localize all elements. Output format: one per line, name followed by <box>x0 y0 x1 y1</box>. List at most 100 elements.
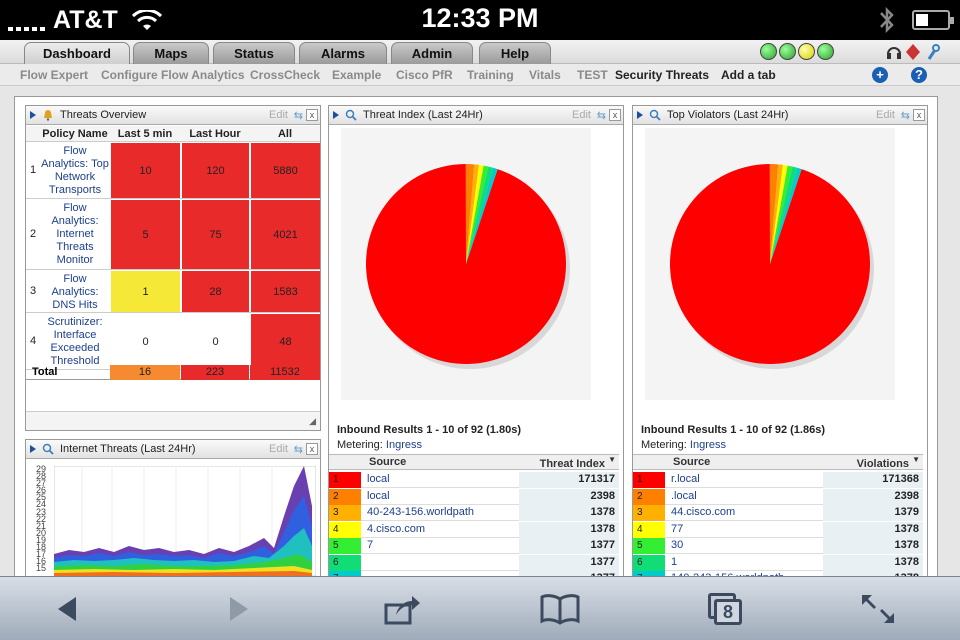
cell-last-5-min[interactable]: 1 <box>110 271 180 312</box>
pie-slice[interactable] <box>770 165 793 264</box>
pie-slice[interactable] <box>366 164 566 364</box>
sort-arrow-icon[interactable]: ▼ <box>912 455 920 464</box>
collapse-icon[interactable] <box>30 111 36 119</box>
subtab-training[interactable]: Training <box>467 68 514 82</box>
refresh-icon[interactable]: ⇆ <box>596 110 606 122</box>
table-row[interactable]: 1 Flow Analytics: Top Network Transports 1… <box>26 143 320 199</box>
source-link[interactable]: 1 <box>671 555 678 568</box>
headset-icon[interactable] <box>886 44 902 60</box>
edit-link[interactable]: Edit <box>269 109 288 121</box>
tab-alarms[interactable]: Alarms <box>299 42 387 64</box>
source-link[interactable]: local <box>367 489 390 502</box>
source-link[interactable]: 140-243-156.worldpath <box>671 572 784 576</box>
pie-slice[interactable] <box>466 164 484 264</box>
resize-icon[interactable]: ◢ <box>309 416 316 426</box>
source-link[interactable]: 7 <box>367 539 374 551</box>
pie-slice[interactable] <box>770 164 788 264</box>
col-last-5-min[interactable]: Last 5 min <box>117 128 173 140</box>
table-row[interactable]: 3 40-243-156.worldpath 1378 <box>329 505 619 521</box>
refresh-icon[interactable]: ⇆ <box>293 110 303 122</box>
table-row[interactable]: 4 77 1378 <box>633 521 923 538</box>
source-link[interactable]: local <box>367 473 390 485</box>
subtab-example[interactable]: Example <box>332 68 382 82</box>
pie-slice[interactable] <box>769 164 779 264</box>
tab-dashboard[interactable]: Dashboard <box>24 42 130 64</box>
policy-name-link[interactable]: Flow Analytics: DNS Hits <box>51 273 99 311</box>
share-icon[interactable] <box>382 591 422 627</box>
edit-link[interactable]: Edit <box>572 109 591 121</box>
subtab-flow-expert[interactable]: Flow Expert <box>20 68 89 82</box>
col-source[interactable]: Source <box>369 456 407 468</box>
pie-slice[interactable] <box>770 164 783 264</box>
status-light-icon[interactable] <box>779 43 796 60</box>
close-icon[interactable]: x <box>913 109 925 121</box>
table-row[interactable]: 2 local 2398 <box>329 488 619 505</box>
source-link[interactable]: 77 <box>671 522 684 535</box>
table-row[interactable]: 4 Scrutinizer: Interface Exceeded Thresho… <box>26 314 320 370</box>
source-link[interactable]: 4.cisco.com <box>367 522 426 535</box>
source-link[interactable]: 44.cisco.com <box>671 506 736 518</box>
pie-slice[interactable] <box>770 166 798 264</box>
pie-slice[interactable] <box>466 166 494 264</box>
collapse-icon[interactable] <box>637 111 643 119</box>
table-row[interactable]: 2 Flow Analytics: Internet Threats Monito… <box>26 200 320 270</box>
cell-all[interactable]: 4021 <box>250 200 320 269</box>
help-icon[interactable]: ? <box>911 67 927 83</box>
col-source[interactable]: Source <box>673 456 711 468</box>
close-icon[interactable]: x <box>609 109 621 121</box>
tab-status[interactable]: Status <box>213 42 295 64</box>
diamond-icon[interactable] <box>906 44 920 60</box>
cell-all[interactable]: 48 <box>250 314 320 369</box>
metering-link[interactable]: Ingress <box>385 439 422 451</box>
source-link[interactable]: r.local <box>671 473 700 485</box>
collapse-icon[interactable] <box>333 111 339 119</box>
tabs-icon[interactable]: 8 <box>706 591 746 627</box>
table-row[interactable]: 7 140-243-156.worldpath 1378 <box>633 571 923 576</box>
metering-link[interactable]: Ingress <box>689 439 726 451</box>
table-row[interactable]: 5 30 1378 <box>633 538 923 554</box>
table-row[interactable]: 6 1 1378 <box>633 554 923 571</box>
col-violations[interactable]: Violations <box>856 458 909 470</box>
cell-all[interactable]: 5880 <box>250 143 320 198</box>
add-tab-link[interactable]: Add a tab <box>721 68 776 82</box>
table-row[interactable]: 3 Flow Analytics: DNS Hits 1 28 1583 <box>26 271 320 313</box>
table-row[interactable]: 5 7 1377 <box>329 538 619 554</box>
add-icon[interactable]: + <box>872 67 888 83</box>
cell-last-5-min[interactable]: 10 <box>110 143 180 198</box>
subtab-crosscheck[interactable]: CrossCheck <box>250 68 321 82</box>
policy-name-link[interactable]: Flow Analytics: Internet Threats Monitor <box>51 202 99 266</box>
table-row[interactable]: 7 1377 <box>329 571 619 576</box>
table-row[interactable]: 2 .local 2398 <box>633 488 923 505</box>
status-light-icon[interactable] <box>760 43 777 60</box>
status-light-icon[interactable] <box>798 43 815 60</box>
fullscreen-icon[interactable] <box>858 591 898 627</box>
back-icon[interactable] <box>48 591 88 627</box>
forward-icon[interactable] <box>218 591 258 627</box>
pie-slice[interactable] <box>466 165 489 264</box>
cell-last-hour[interactable]: 120 <box>181 143 249 198</box>
subtab-cisco-pfr[interactable]: Cisco PfR <box>396 68 453 82</box>
cell-last-hour[interactable]: 28 <box>181 271 249 312</box>
pie-slice[interactable] <box>770 167 802 264</box>
table-row[interactable]: 1 local 171317 <box>329 472 619 488</box>
cell-last-hour[interactable]: 0 <box>181 314 249 369</box>
pie-slice[interactable] <box>466 167 498 264</box>
col-all[interactable]: All <box>277 128 293 140</box>
col-threat-index[interactable]: Threat Index <box>539 458 605 470</box>
sort-arrow-icon[interactable]: ▼ <box>608 455 616 464</box>
tab-maps[interactable]: Maps <box>133 42 209 64</box>
close-icon[interactable]: x <box>306 443 318 455</box>
status-light-icon[interactable] <box>817 43 834 60</box>
refresh-icon[interactable]: ⇆ <box>900 110 910 122</box>
subtab-configure-flow-analytics[interactable]: Configure Flow Analytics <box>101 68 245 82</box>
table-row[interactable]: 1 r.local 171368 <box>633 472 923 488</box>
refresh-icon[interactable]: ⇆ <box>293 444 303 456</box>
table-row[interactable]: 3 44.cisco.com 1379 <box>633 505 923 521</box>
col-policy-name[interactable]: Policy Name <box>42 128 108 140</box>
cell-last-5-min[interactable]: 5 <box>110 200 180 269</box>
cell-last-5-min[interactable]: 0 <box>110 314 180 369</box>
cell-last-hour[interactable]: 75 <box>181 200 249 269</box>
close-icon[interactable]: x <box>306 109 318 121</box>
subtab-vitals[interactable]: Vitals <box>529 68 561 82</box>
source-link[interactable]: 40-243-156.worldpath <box>367 506 475 518</box>
